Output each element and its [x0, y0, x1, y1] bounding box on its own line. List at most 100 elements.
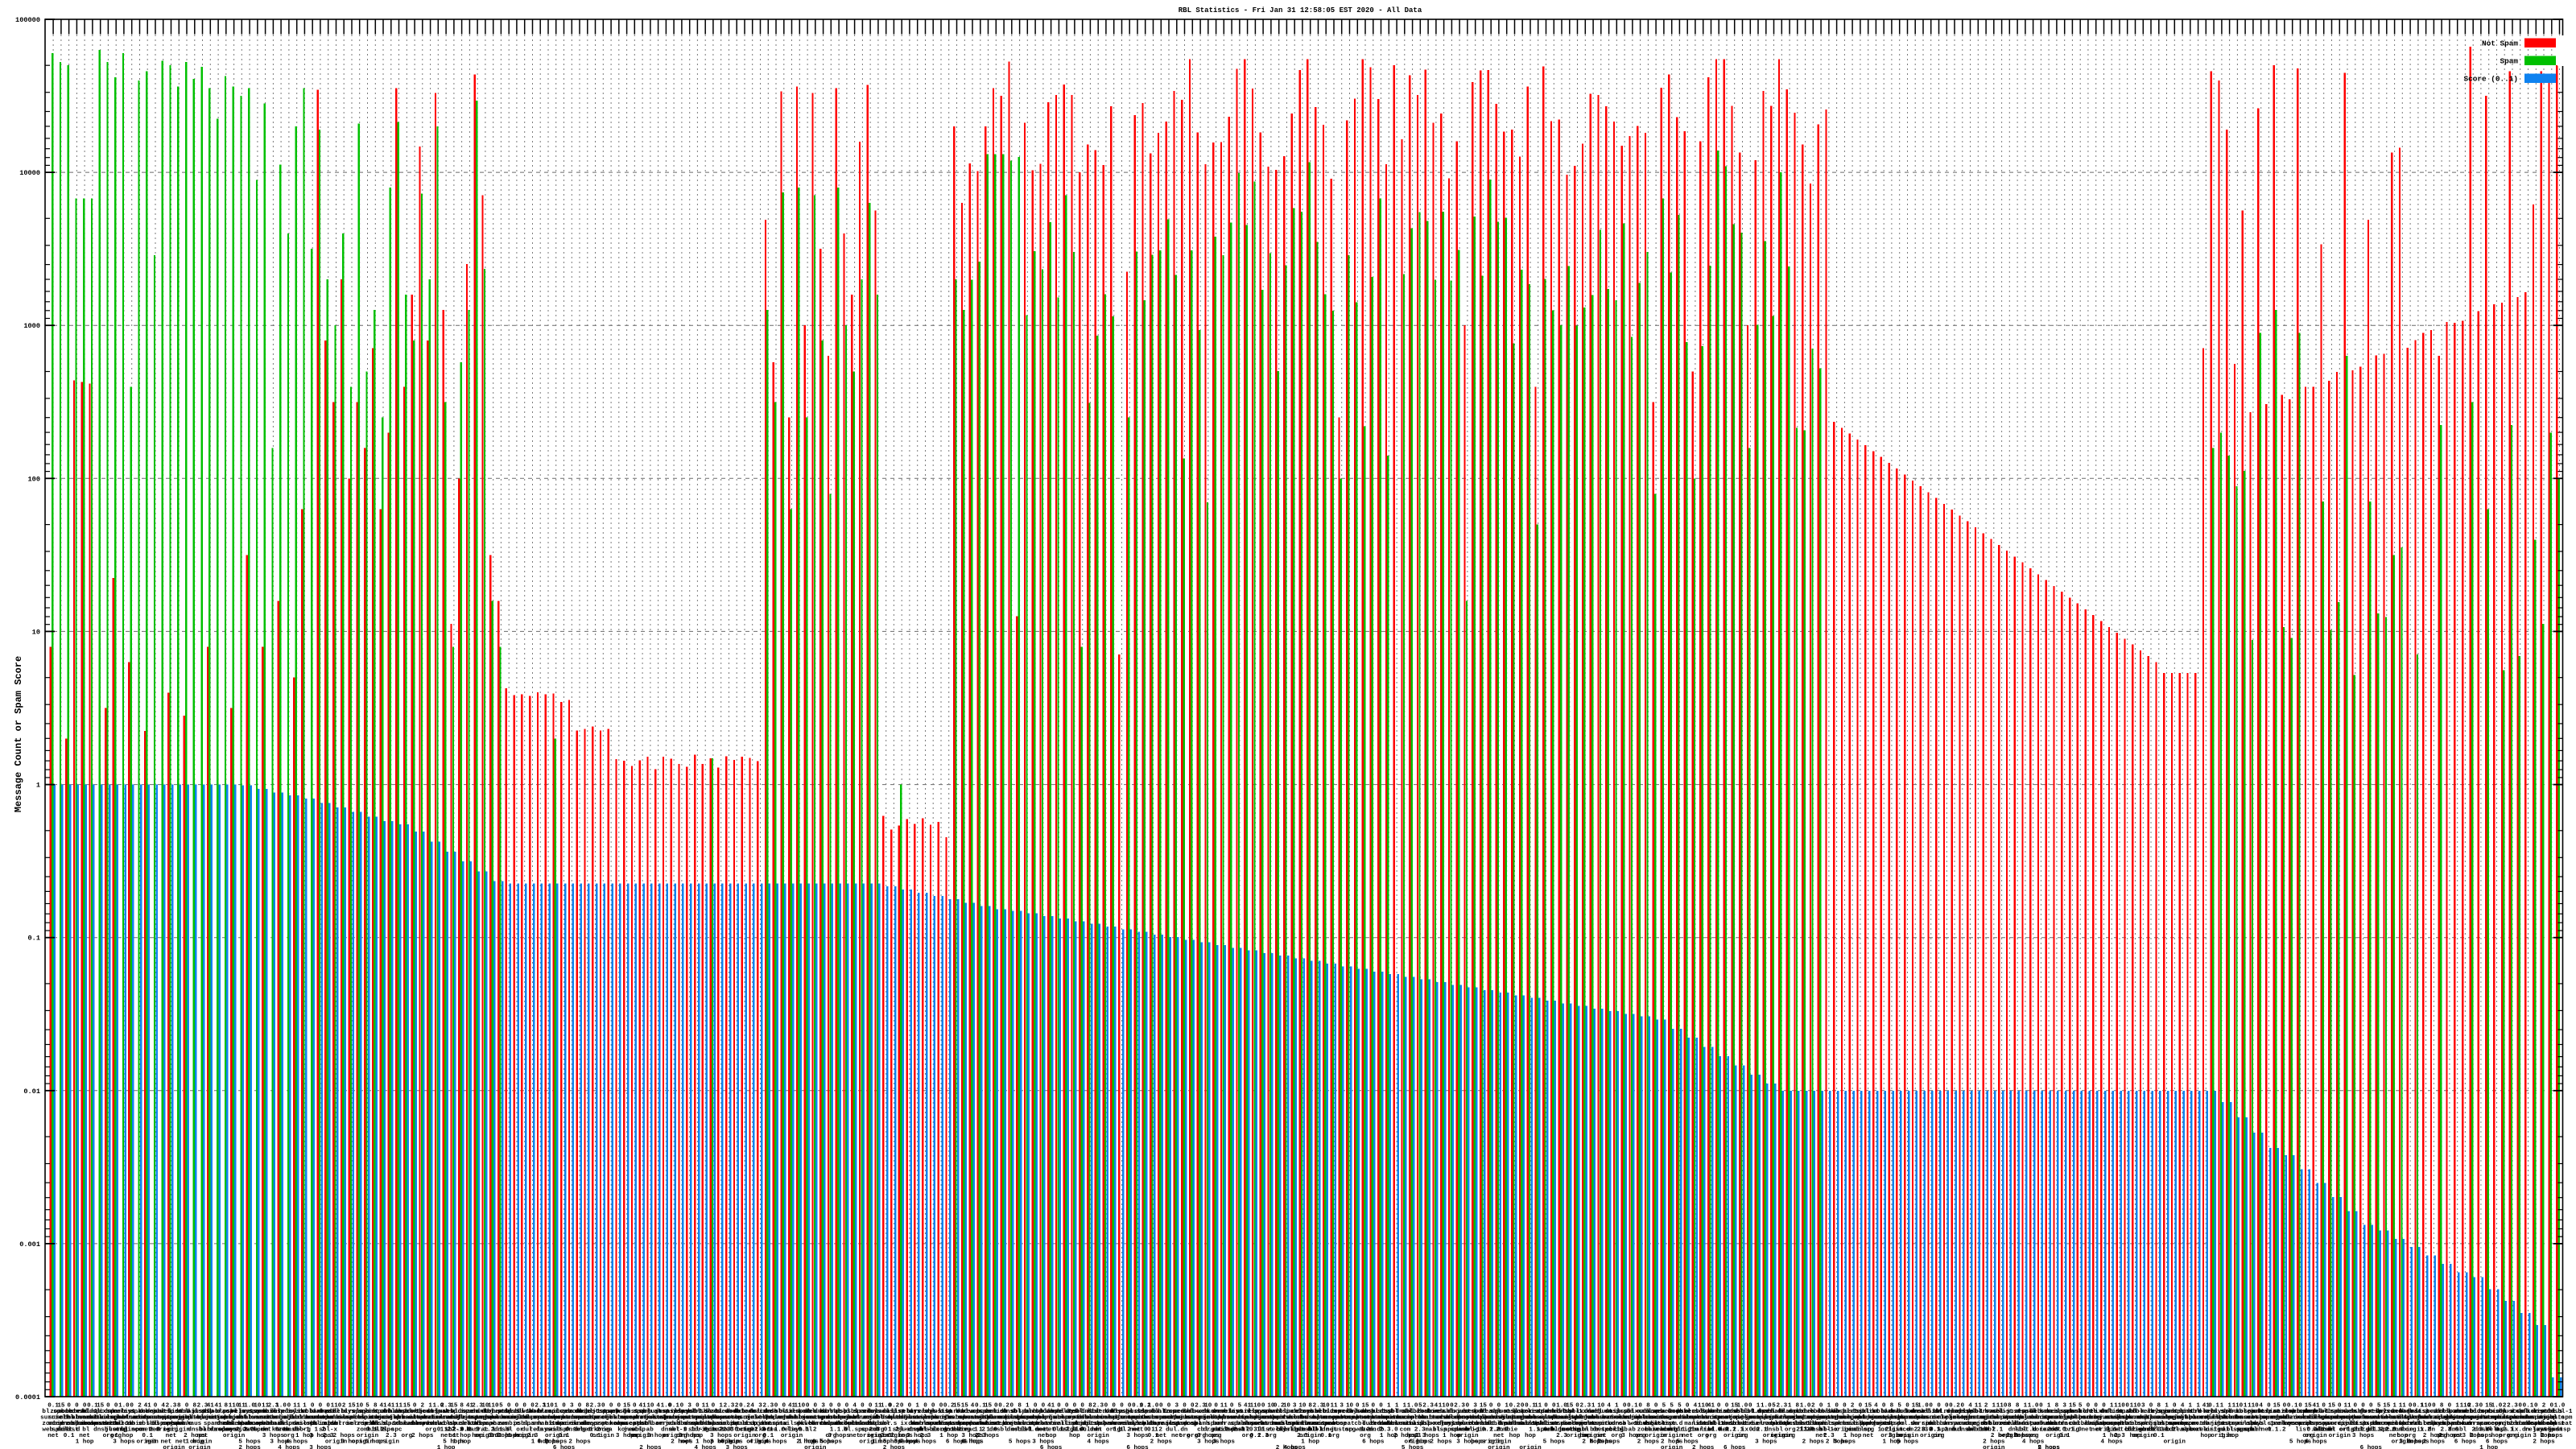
- svg-text:1: 1: [1591, 1403, 1596, 1410]
- svg-text:origin: origin: [223, 1433, 246, 1439]
- svg-text:spamh: spamh: [979, 1409, 997, 1415]
- svg-text:0.2.1: 0.2.1: [1749, 1427, 1768, 1434]
- svg-text:dnsbl-1: dnsbl-1: [684, 1421, 710, 1427]
- svg-text:hop: hop: [2491, 1433, 2503, 1439]
- svg-text:1: 1: [2392, 1403, 2396, 1410]
- svg-text:ix.dn: ix.dn: [555, 1409, 573, 1415]
- svg-text:ix.dn: ix.dn: [571, 1421, 589, 1427]
- svg-text:njabl.o: njabl.o: [1973, 1421, 1999, 1427]
- svg-text:uceprot: uceprot: [621, 1421, 647, 1427]
- svg-text:0: 0: [1230, 1403, 1234, 1410]
- svg-text:bl.spc: bl.spc: [1778, 1409, 1801, 1415]
- svg-text:1 hop: 1 hop: [452, 1433, 471, 1439]
- svg-text:1.0: 1.0: [118, 1403, 130, 1410]
- svg-text:1: 1: [2227, 1403, 2231, 1410]
- svg-text:sorbs.n: sorbs.n: [1887, 1415, 1913, 1422]
- svg-text:relays: relays: [1268, 1427, 1290, 1434]
- svg-text:spamhaus: spamhaus: [557, 1415, 587, 1422]
- svg-text:bl.spc: bl.spc: [474, 1421, 497, 1427]
- svg-text:dnsbl: dnsbl: [1852, 1409, 1870, 1415]
- svg-text:dnsbl-1: dnsbl-1: [1958, 1427, 1984, 1434]
- svg-text:2.3.0: 2.3.0: [2472, 1427, 2491, 1434]
- svg-text:dnsbl-1: dnsbl-1: [575, 1409, 601, 1415]
- svg-text:1 hop: 1 hop: [76, 1439, 94, 1446]
- svg-text:surriel: surriel: [590, 1415, 616, 1422]
- svg-text:hop: hop: [692, 1433, 704, 1439]
- svg-text:110: 110: [331, 1403, 342, 1410]
- svg-text:0: 0: [829, 1403, 833, 1410]
- svg-text:justsp: justsp: [2006, 1409, 2029, 1415]
- svg-text:0: 0: [185, 1403, 189, 1410]
- svg-text:dnsbl-1: dnsbl-1: [284, 1427, 310, 1434]
- svg-text:justspm: justspm: [1745, 1415, 1771, 1422]
- svg-text:8: 8: [193, 1403, 197, 1410]
- svg-text:manitu: manitu: [1103, 1415, 1125, 1422]
- svg-text:org: org: [1737, 1433, 1748, 1439]
- svg-text:5 hops: 5 hops: [883, 1439, 906, 1446]
- svg-text:dul.dn: dul.dn: [396, 1421, 419, 1427]
- svg-text:15: 15: [348, 1403, 356, 1410]
- svg-text:ix.dn: ix.dn: [901, 1421, 919, 1427]
- svg-text:bl.spc: bl.spc: [1480, 1409, 1503, 1415]
- svg-text:list bl: list bl: [1800, 1427, 1826, 1434]
- svg-text:sbl-x: sbl-x: [2220, 1409, 2239, 1415]
- svg-text:0: 0: [1686, 1403, 1690, 1410]
- svg-text:web.dn: web.dn: [2541, 1427, 2563, 1434]
- svg-text:bl.spc: bl.spc: [2470, 1409, 2492, 1415]
- svg-text:1 hop: 1 hop: [2220, 1433, 2239, 1439]
- svg-text:org 1.2: org 1.2: [1863, 1427, 1889, 1434]
- svg-text:list.d: list.d: [1088, 1409, 1110, 1415]
- svg-text:korea: korea: [609, 1421, 628, 1427]
- svg-text:3: 3: [1175, 1403, 1179, 1410]
- svg-text:spamh: spamh: [523, 1421, 542, 1427]
- svg-text:web.dn: web.dn: [1543, 1427, 1566, 1434]
- svg-text:org: org: [1706, 1433, 1717, 1439]
- svg-text:justspm: justspm: [1203, 1415, 1229, 1422]
- svg-text:list.d: list.d: [985, 1421, 1008, 1427]
- svg-text:uceprot: uceprot: [520, 1415, 546, 1422]
- svg-text:0: 0: [2039, 1403, 2043, 1410]
- svg-text:sbl-x: sbl-x: [2181, 1427, 2199, 1434]
- svg-text:6 hops: 6 hops: [1724, 1445, 1746, 1449]
- svg-text:bl.spc: bl.spc: [1771, 1421, 1794, 1427]
- svg-text:mailspk: mailspk: [2303, 1415, 2329, 1422]
- svg-text:org: org: [1328, 1433, 1340, 1439]
- svg-text:surriel: surriel: [857, 1415, 883, 1422]
- svg-text:bl.spc: bl.spc: [961, 1409, 984, 1415]
- svg-text:relays: relays: [1220, 1409, 1243, 1415]
- svg-text:web.dn: web.dn: [1433, 1409, 1455, 1415]
- svg-text:4 hops: 4 hops: [1088, 1439, 1110, 1446]
- svg-text:spamh: spamh: [1938, 1427, 1956, 1434]
- svg-text:dul.dn: dul.dn: [2006, 1421, 2029, 1427]
- svg-text:net 0.1: net 0.1: [748, 1427, 774, 1434]
- svg-text:barracud: barracud: [557, 1421, 587, 1427]
- svg-text:net orig: net orig: [580, 1427, 610, 1434]
- svg-text:barrac: barrac: [1880, 1409, 1903, 1415]
- svg-text:justsp: justsp: [2164, 1409, 2186, 1415]
- svg-text:dnsbl: dnsbl: [1002, 1409, 1021, 1415]
- svg-text:1 hop: 1 hop: [185, 1439, 204, 1446]
- svg-text:0.1: 0.1: [762, 1433, 774, 1439]
- svg-text:0: 0: [2409, 1403, 2413, 1410]
- svg-text:uceprot: uceprot: [684, 1415, 710, 1422]
- svg-text:0: 0: [287, 1403, 291, 1410]
- svg-text:dnsbl: dnsbl: [1757, 1409, 1775, 1415]
- svg-text:spamh: spamh: [2055, 1409, 2074, 1415]
- svg-text:org 1.2: org 1.2: [1344, 1427, 1370, 1434]
- svg-text:2.3.0: 2.3.0: [720, 1427, 738, 1434]
- svg-text:web.dn: web.dn: [246, 1427, 269, 1434]
- svg-text:10: 10: [1283, 1403, 1291, 1410]
- svg-text:korea: korea: [1608, 1421, 1626, 1427]
- svg-text:korea: korea: [2189, 1427, 2207, 1434]
- svg-text:sbl-x: sbl-x: [1820, 1427, 1839, 1434]
- svg-text:origin: origin: [631, 1433, 654, 1439]
- svg-text:1: 1: [1788, 1403, 1792, 1410]
- svg-text:dnsbl or: dnsbl or: [2317, 1427, 2347, 1434]
- svg-text:dnsbl-1: dnsbl-1: [1509, 1421, 1535, 1427]
- svg-text:org: org: [2436, 1433, 2447, 1439]
- svg-text:1: 1: [1505, 1403, 1509, 1410]
- svg-text:origin: origin: [1456, 1433, 1479, 1439]
- svg-text:spamcop: spamcop: [944, 1421, 970, 1427]
- svg-text:spamh: spamh: [2330, 1409, 2349, 1415]
- svg-text:net 0.1: net 0.1: [1235, 1427, 1261, 1434]
